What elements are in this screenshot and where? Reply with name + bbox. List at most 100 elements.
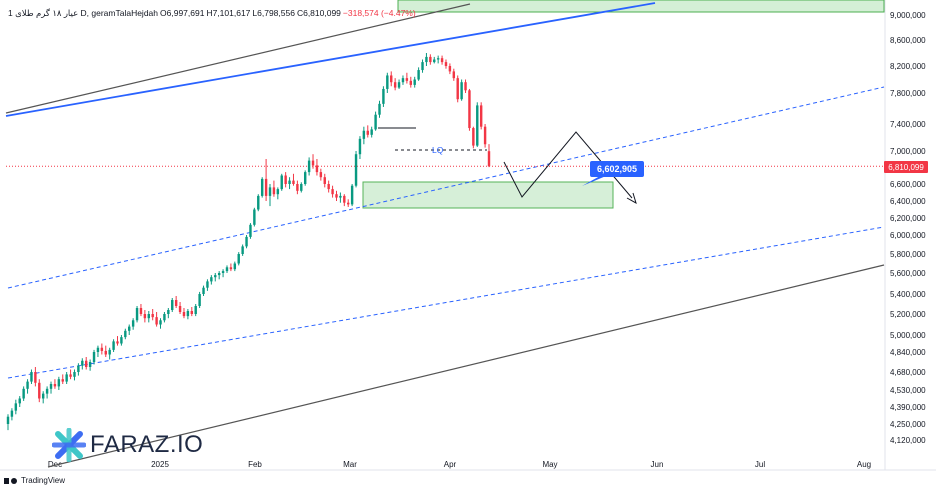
y-tick-label: 5,000,000	[890, 331, 926, 340]
candle-body	[323, 177, 326, 184]
candle-body	[186, 311, 190, 317]
candle-body	[331, 189, 334, 195]
candle-body	[378, 103, 381, 115]
candle-body	[307, 160, 311, 173]
x-tick-label: Feb	[248, 460, 262, 469]
candle-body	[460, 82, 463, 100]
candle-body	[190, 311, 194, 314]
lower-channel-dashed-line	[7, 226, 885, 379]
candle-body	[88, 362, 92, 367]
candle-body	[96, 347, 100, 352]
candle-body	[100, 347, 104, 351]
callout-pointer	[582, 176, 606, 186]
candle-body	[178, 306, 182, 312]
candle-body	[253, 209, 256, 225]
candle-body	[206, 281, 209, 288]
candle-body	[300, 184, 303, 191]
mid-channel-dashed-line	[7, 86, 885, 289]
candle-body	[276, 189, 280, 195]
candle-body	[354, 154, 358, 186]
candle-body	[139, 308, 143, 314]
candle-body	[448, 66, 452, 72]
candle-body	[167, 310, 170, 314]
candle-body	[116, 341, 119, 344]
candle-body	[229, 267, 233, 270]
candle-body	[319, 172, 323, 178]
candle-body	[476, 105, 479, 146]
y-tick-label: 5,800,000	[890, 250, 926, 259]
candle-body	[151, 314, 154, 318]
price-callout[interactable]: 6,602,905	[590, 161, 644, 177]
y-tick-label: 4,250,000	[890, 420, 926, 429]
candle-body	[92, 352, 96, 362]
candle-body	[155, 317, 158, 325]
y-tick-label: 7,400,000	[890, 120, 926, 129]
y-tick-label: 4,840,000	[890, 348, 926, 357]
y-tick-label: 7,000,000	[890, 147, 926, 156]
candle-body	[214, 275, 217, 278]
candle-body	[370, 129, 373, 135]
candle-body	[53, 384, 57, 387]
candle-body	[174, 300, 178, 306]
x-tick-label: Dec	[48, 460, 62, 469]
candle-body	[374, 114, 377, 130]
lq-label: LQ	[432, 145, 444, 155]
candle-body	[303, 172, 307, 184]
candle-body	[18, 398, 21, 404]
candle-body	[217, 273, 221, 276]
candle-body	[264, 178, 268, 196]
candle-body	[413, 79, 416, 85]
candle-body	[366, 130, 369, 135]
candle-body	[237, 254, 240, 264]
y-tick-label: 5,200,000	[890, 310, 926, 319]
symbol-name[interactable]: 1 عیار ۱۸ گرم طلای D, geramTalaHejdah	[8, 8, 159, 18]
candle-body	[249, 224, 252, 237]
candle-body	[221, 271, 225, 273]
candle-body	[65, 374, 68, 382]
candle-body	[143, 314, 147, 319]
candle-body	[6, 416, 10, 424]
candle-body	[108, 349, 111, 355]
candle-body	[194, 306, 197, 314]
candle-body	[135, 308, 139, 321]
x-tick-label: Jun	[651, 460, 664, 469]
y-tick-label: 4,390,000	[890, 403, 926, 412]
candle-body	[120, 337, 123, 344]
candle-body	[260, 178, 264, 196]
candle-body	[444, 62, 448, 66]
faraz-watermark: FARAZ.IO	[51, 427, 203, 463]
candle-body	[81, 360, 84, 366]
candle-body	[358, 138, 362, 155]
candle-body	[30, 372, 33, 382]
x-tick-label: May	[542, 460, 557, 469]
candle-body	[241, 246, 244, 254]
x-tick-label: Apr	[444, 460, 457, 469]
candle-body	[38, 382, 41, 399]
candle-body	[233, 263, 237, 270]
candle-body	[382, 88, 385, 104]
candle-body	[468, 90, 471, 129]
candle-body	[362, 130, 366, 139]
candle-body	[69, 374, 72, 377]
candle-body	[479, 105, 483, 127]
faraz-logo-icon	[51, 427, 87, 463]
y-tick-label: 5,400,000	[890, 290, 926, 299]
candle-body	[429, 56, 432, 63]
candle-body	[147, 314, 150, 319]
y-tick-label: 8,600,000	[890, 36, 926, 45]
candle-body	[202, 287, 205, 294]
candle-body	[77, 365, 80, 372]
candle-body	[225, 267, 229, 272]
low-value: L6,798,556	[252, 8, 295, 18]
candle-body	[440, 58, 444, 63]
tradingview-label: TradingView	[21, 476, 66, 485]
x-tick-label: Aug	[857, 460, 871, 469]
demand-zone	[362, 181, 614, 209]
candle-body	[421, 62, 424, 71]
candle-body	[61, 379, 64, 382]
candle-body	[327, 184, 330, 190]
x-tick-label: 2025	[151, 460, 169, 469]
tradingview-footer[interactable]: TradingView	[4, 476, 65, 485]
